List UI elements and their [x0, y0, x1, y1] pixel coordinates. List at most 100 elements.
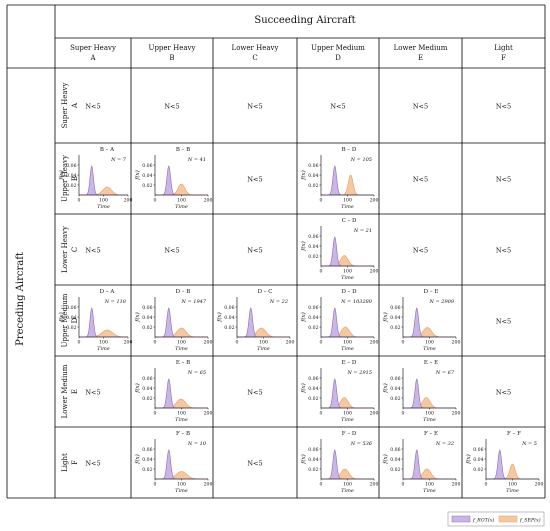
y-axis-label: f(x): [216, 312, 223, 322]
y-axis-label: f(x): [300, 241, 307, 251]
cell-title: F – D: [342, 431, 357, 437]
x-axis-label: Time: [341, 204, 354, 210]
y-axis-label: f(x): [382, 454, 389, 464]
x-tick-label: 100: [99, 340, 108, 346]
y-tick-label: 0.02: [473, 467, 483, 473]
y-axis-label: f(x): [58, 312, 65, 322]
row-header-code: E: [71, 389, 79, 394]
cell-title: D – D: [341, 289, 357, 295]
x-tick-label: 200: [370, 411, 379, 417]
y-tick-label: 0.06: [308, 376, 318, 382]
table-cells: N<5 N<5 N<5 N<5 N<5 N<5 0.02 0.04 0.06 0 100 200 Tim…: [58, 103, 543, 495]
sep-density-area: [403, 397, 456, 409]
y-tick-label: 0.02: [308, 467, 318, 473]
x-axis-label: Time: [175, 488, 188, 494]
cell-title: D – E: [424, 289, 439, 295]
x-axis-label: Time: [341, 417, 354, 423]
y-tick-label: 0.02: [390, 325, 400, 331]
cell-title: B – D: [342, 147, 357, 153]
legend-label: f_SEP(x): [519, 517, 541, 524]
x-tick-label: 0: [402, 411, 405, 417]
column-headers: Super Heavy A Upper Heavy B Lower Heavy C Uppe…: [70, 44, 513, 62]
x-tick-label: 100: [425, 482, 434, 488]
sep-density-area: [321, 397, 374, 409]
empty-cell-label: N<5: [496, 176, 511, 184]
mini-chart: 0.02 0.04 0.06 0 100 200 Time f(x) F – E N = 32: [382, 431, 460, 494]
x-tick-label: 200: [452, 482, 461, 488]
x-tick-label: 0: [78, 198, 81, 204]
y-tick-label: 0.06: [224, 305, 234, 311]
x-axis-label: Time: [97, 204, 110, 210]
cell-title: F – E: [424, 431, 438, 437]
mini-chart: 0.02 0.04 0.06 0 100 200 Time f(x) D – E N = 2909: [382, 289, 460, 352]
x-tick-label: 0: [402, 482, 405, 488]
cell-title: F – F: [507, 431, 521, 437]
sample-size-label: N = 21: [353, 228, 372, 234]
sep-density-area: [155, 398, 208, 409]
x-tick-label: 0: [236, 340, 239, 346]
sample-size-label: N = 2909: [429, 299, 455, 305]
x-tick-label: 200: [286, 340, 295, 346]
y-tick-label: 0.06: [390, 447, 400, 453]
y-tick-label: 0.02: [142, 183, 152, 189]
x-tick-label: 0: [320, 340, 323, 346]
x-tick-label: 200: [452, 411, 461, 417]
empty-cell-label: N<5: [496, 247, 511, 255]
row-header-name: Upper Medium: [61, 293, 69, 347]
y-axis-label: f(x): [58, 170, 65, 180]
legend-swatch: [451, 515, 471, 523]
y-tick-label: 0.04: [142, 173, 152, 179]
y-axis-label: f(x): [465, 454, 472, 464]
x-axis-label: Time: [257, 346, 270, 352]
empty-cell-label: N<5: [85, 389, 100, 397]
x-tick-label: 200: [370, 340, 379, 346]
mini-chart: 0.02 0.04 0.06 0 100 200 Time f(x) E – E N = 67: [382, 360, 460, 423]
x-tick-label: 100: [508, 482, 517, 488]
column-header-code: E: [418, 54, 423, 62]
y-tick-label: 0.02: [66, 183, 76, 189]
column-header-name: Upper Heavy: [149, 44, 196, 52]
mini-chart: 0.02 0.04 0.06 0 100 200 Time f(x) D – D N = 1032…: [300, 289, 378, 352]
sep-density-area: [403, 468, 456, 480]
mini-chart: 0.02 0.04 0.06 0 100 200 Time f(x) E – D N = 2915: [300, 360, 378, 423]
mini-chart: 0.02 0.04 0.06 0 100 200 Time f(x) F – B N = 10: [134, 431, 212, 494]
y-tick-label: 0.04: [66, 315, 76, 321]
x-tick-label: 100: [343, 411, 352, 417]
y-tick-label: 0.02: [390, 396, 400, 402]
y-tick-label: 0.06: [473, 447, 483, 453]
x-tick-label: 100: [343, 482, 352, 488]
empty-cell-label: N<5: [413, 176, 428, 184]
empty-cell-label: N<5: [413, 103, 428, 111]
x-tick-label: 0: [320, 411, 323, 417]
y-tick-label: 0.04: [308, 315, 318, 321]
y-tick-label: 0.06: [308, 163, 318, 169]
y-tick-label: 0.04: [142, 386, 152, 392]
row-headers: Super Heavy A Upper Heavy B Lower Heavy C Uppe…: [61, 83, 79, 472]
y-axis-label: f(x): [300, 312, 307, 322]
empty-cell-label: N<5: [330, 103, 345, 111]
x-tick-label: 100: [99, 198, 108, 204]
x-tick-label: 100: [343, 198, 352, 204]
y-tick-label: 0.02: [224, 325, 234, 331]
x-axis-label: Time: [175, 417, 188, 423]
x-tick-label: 0: [402, 340, 405, 346]
x-axis-label: Time: [506, 488, 519, 494]
sep-density-area: [321, 326, 374, 338]
sample-size-label: N = 2915: [347, 370, 372, 376]
y-tick-label: 0.02: [308, 396, 318, 402]
y-axis-label: f(x): [300, 170, 307, 180]
column-group-title: Succeeding Aircraft: [254, 15, 355, 26]
column-header-code: D: [335, 54, 341, 62]
legend-swatch: [498, 515, 518, 523]
x-tick-label: 0: [154, 198, 157, 204]
x-axis-label: Time: [341, 346, 354, 352]
mini-chart: 0.02 0.04 0.06 0 100 200 Time f(x) D – B N = 1947: [134, 289, 212, 352]
y-tick-label: 0.04: [308, 173, 318, 179]
sep-density-area: [486, 463, 539, 480]
y-tick-label: 0.04: [308, 457, 318, 463]
x-axis-label: Time: [341, 275, 354, 281]
sample-size-label: N = 5: [521, 441, 537, 447]
column-header-name: Light: [494, 44, 513, 52]
mini-chart: 0.02 0.04 0.06 0 100 200 Time f(x) D – A N = 118: [58, 289, 132, 352]
